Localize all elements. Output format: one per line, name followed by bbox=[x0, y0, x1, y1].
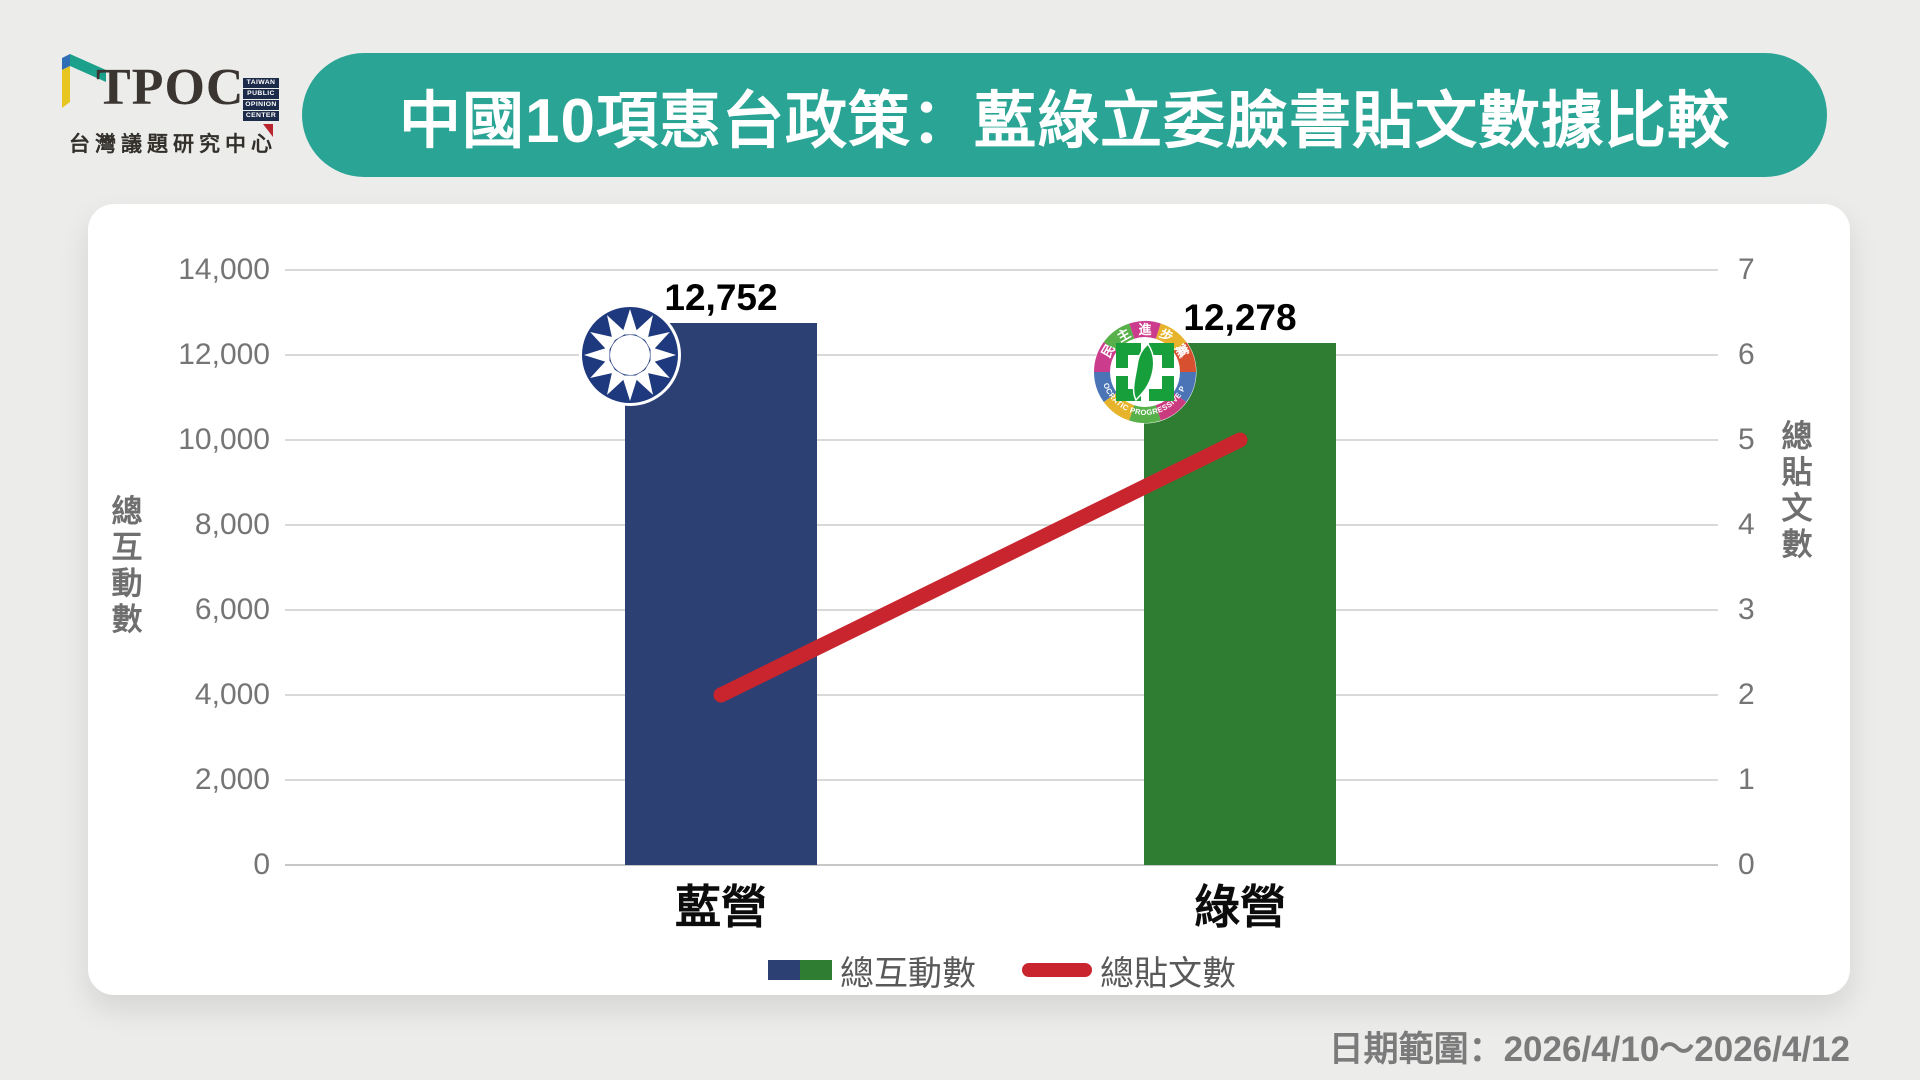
date-range-text: 日期範圍：2026/4/10～2026/4/12 bbox=[1328, 1030, 1850, 1069]
stack-word: CENTER bbox=[243, 111, 279, 121]
gridline bbox=[285, 864, 1718, 866]
left-axis-tick: 14,000 bbox=[178, 253, 270, 286]
right-axis-title: 總貼文數 bbox=[1777, 419, 1817, 563]
axis-title-char: 互 bbox=[111, 530, 143, 565]
right-axis-tick: 6 bbox=[1738, 338, 1755, 371]
page-title: 中國10項惠台政策：藍綠立委臉書貼文數據比較 bbox=[399, 87, 1730, 156]
svg-text:步: 步 bbox=[1157, 325, 1176, 344]
brand-name: TPOC bbox=[96, 59, 245, 116]
right-axis-tick: 7 bbox=[1738, 253, 1755, 286]
category-label: 綠營 bbox=[1194, 881, 1286, 933]
axis-title-char: 數 bbox=[1781, 527, 1813, 562]
stack-word: OPINION bbox=[243, 100, 279, 110]
right-axis-tick: 0 bbox=[1738, 848, 1755, 881]
axis-title-char: 貼 bbox=[1781, 455, 1813, 490]
gridline bbox=[285, 779, 1718, 781]
category-label: 藍營 bbox=[675, 881, 767, 933]
gridline bbox=[285, 524, 1718, 526]
gridline bbox=[285, 694, 1718, 696]
legend-bar-swatch-green bbox=[800, 960, 832, 980]
brand-word-stack: TAIWAN PUBLIC OPINION CENTER bbox=[243, 78, 279, 122]
legend-label-interactions: 總互動數 bbox=[840, 954, 976, 993]
right-axis-tick: 1 bbox=[1738, 763, 1755, 796]
axis-title-char: 動 bbox=[111, 566, 143, 601]
kmt-emblem-icon bbox=[579, 304, 681, 406]
stack-word: TAIWAN bbox=[243, 78, 279, 88]
gridline bbox=[285, 439, 1718, 441]
right-axis-tick: 5 bbox=[1738, 423, 1755, 456]
tpoc-logo-mark-icon bbox=[62, 54, 106, 108]
legend-bar-swatch-blue bbox=[768, 960, 800, 980]
svg-text:黨: 黨 bbox=[1172, 341, 1191, 360]
left-axis-tick: 12,000 bbox=[178, 338, 270, 371]
left-axis-tick: 10,000 bbox=[178, 423, 270, 456]
axis-title-char: 總 bbox=[111, 494, 143, 529]
right-axis-tick: 2 bbox=[1738, 678, 1755, 711]
bar-value-label: 12,752 bbox=[664, 277, 778, 319]
left-axis-title: 總互動數 bbox=[107, 494, 147, 638]
svg-text:主: 主 bbox=[1114, 325, 1133, 344]
stack-word: PUBLIC bbox=[243, 89, 279, 99]
tpoc-logo: TPOC TAIWAN PUBLIC OPINION CENTER 台灣議題研究… bbox=[58, 40, 288, 160]
title-banner: 中國10項惠台政策：藍綠立委臉書貼文數據比較 bbox=[302, 53, 1827, 177]
red-flag-icon bbox=[263, 124, 273, 137]
legend-line-swatch-red bbox=[1022, 963, 1092, 977]
left-axis-tick: 6,000 bbox=[194, 593, 270, 626]
right-axis-tick: 4 bbox=[1738, 508, 1755, 541]
legend-label-posts: 總貼文數 bbox=[1100, 954, 1236, 993]
gridline bbox=[285, 609, 1718, 611]
legend: 總互動數 總貼文數 bbox=[768, 952, 1236, 993]
axis-title-char: 數 bbox=[111, 602, 143, 637]
gridline bbox=[285, 354, 1718, 356]
right-axis-tick: 3 bbox=[1738, 593, 1755, 626]
left-axis-tick: 8,000 bbox=[194, 508, 270, 541]
svg-text:進: 進 bbox=[1138, 322, 1151, 337]
svg-text:民: 民 bbox=[1098, 341, 1117, 360]
bar-value-label: 12,278 bbox=[1183, 297, 1297, 339]
gridline bbox=[285, 269, 1718, 271]
left-axis-tick: 0 bbox=[253, 848, 270, 881]
chart-card: 14,000 12,000 10,000 8,000 6,000 4,000 2,000 0 … bbox=[88, 204, 1850, 995]
brand-subtitle: 台灣議題研究中心 bbox=[69, 133, 277, 156]
left-axis-tick: 4,000 bbox=[194, 678, 270, 711]
left-axis-tick: 2,000 bbox=[194, 763, 270, 796]
axis-title-char: 文 bbox=[1781, 491, 1813, 526]
posts-trend-line bbox=[713, 432, 1248, 703]
axis-title-char: 總 bbox=[1781, 419, 1813, 454]
